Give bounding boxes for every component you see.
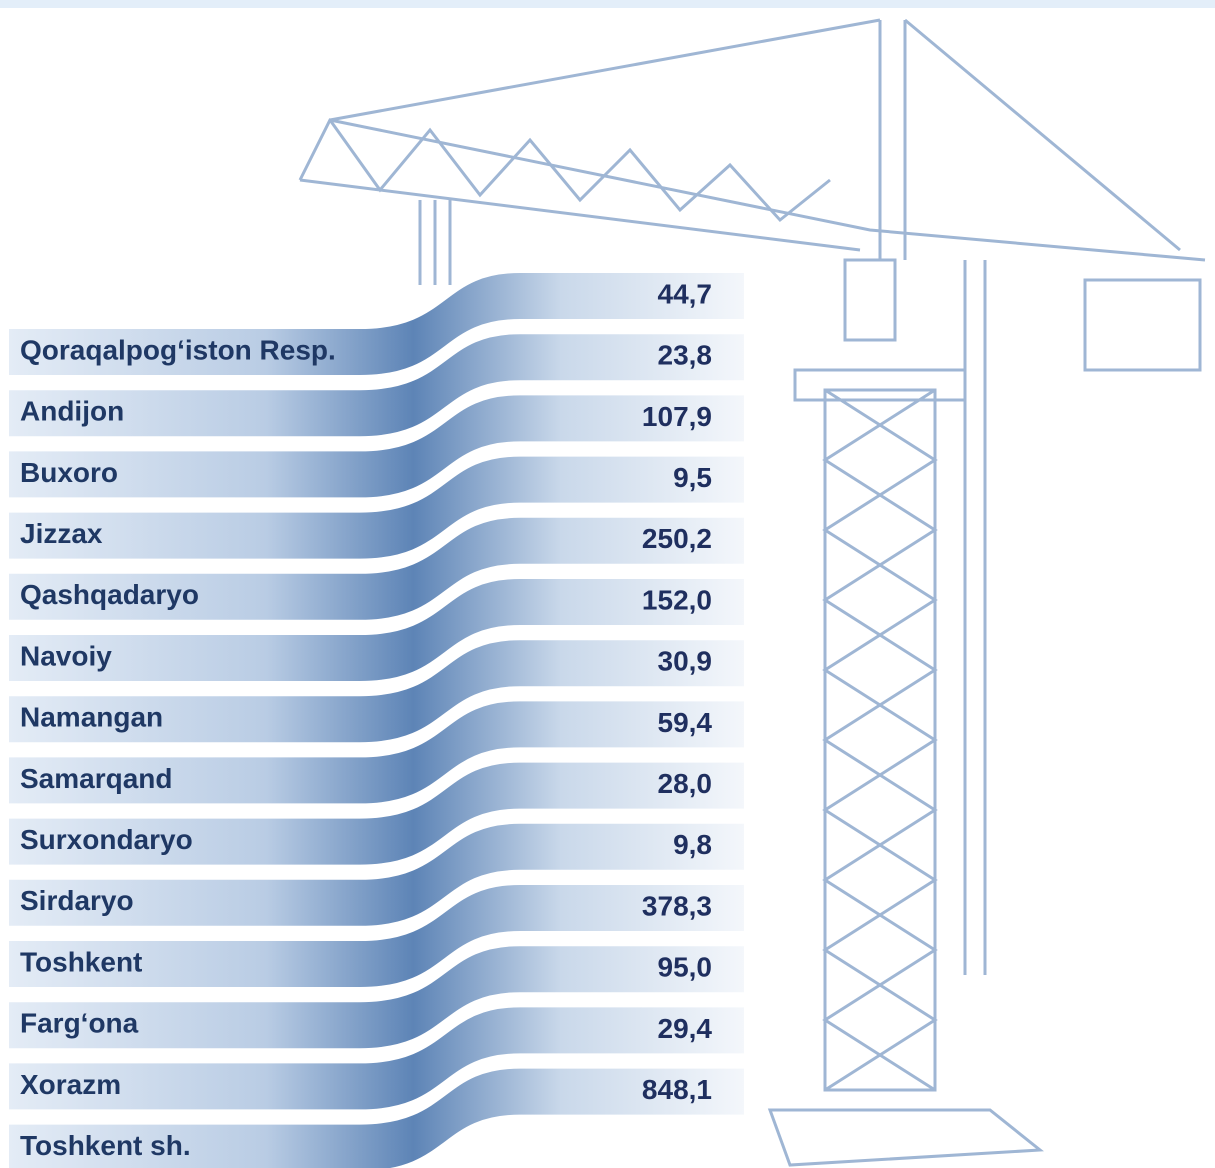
row-band (7, 332, 746, 439)
region-value: 848,1 (642, 1074, 712, 1105)
region-value: 107,9 (642, 401, 712, 432)
row-band (7, 699, 746, 806)
region-value: 152,0 (642, 584, 712, 615)
region-label: Farg‘ona (20, 1008, 139, 1039)
region-value: 29,4 (658, 1013, 713, 1044)
region-label: Surxondaryo (20, 824, 193, 855)
region-label: Toshkent sh. (20, 1130, 191, 1161)
row-band (7, 1005, 746, 1112)
row-band (7, 393, 746, 500)
region-label: Navoiy (20, 640, 112, 671)
row-band (7, 1066, 746, 1168)
row-band (7, 454, 746, 561)
region-value: 378,3 (642, 890, 712, 921)
row-band (7, 760, 746, 867)
region-label: Qoraqalpog‘iston Resp. (20, 334, 336, 365)
region-label: Namangan (20, 702, 163, 733)
row-band (7, 515, 746, 622)
region-label: Toshkent (20, 946, 142, 977)
region-value: 28,0 (658, 768, 713, 799)
region-value: 59,4 (658, 707, 713, 738)
region-value: 9,5 (673, 462, 712, 493)
region-label: Qashqadaryo (20, 579, 199, 610)
region-label: Xorazm (20, 1069, 121, 1100)
row-band (7, 944, 746, 1051)
region-value: 250,2 (642, 523, 712, 554)
region-list: Qoraqalpog‘iston Resp. 44,7 Andijon 23,8 Bux… (7, 271, 746, 1168)
region-value: 30,9 (658, 646, 713, 677)
region-label: Buxoro (20, 457, 118, 488)
region-label: Sirdaryo (20, 885, 134, 916)
crane-illustration (298, 18, 1206, 1167)
region-value: 23,8 (658, 340, 713, 371)
region-label: Samarqand (20, 763, 173, 794)
row-band (7, 883, 746, 989)
region-value: 95,0 (658, 952, 713, 983)
row-band (7, 821, 746, 928)
region-label: Andijon (20, 396, 124, 427)
region-label: Jizzax (20, 518, 103, 549)
region-value: 9,8 (673, 829, 712, 860)
row-band (7, 577, 746, 683)
region-value: 44,7 (658, 278, 713, 309)
top-strip (0, 0, 1215, 8)
row-band (7, 271, 746, 377)
row-band (7, 638, 746, 745)
